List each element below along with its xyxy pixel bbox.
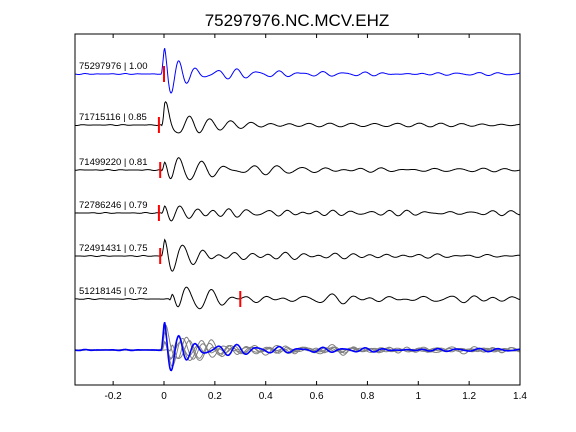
trace-line <box>75 238 520 272</box>
x-axis: -0.2 0 0.2 0.4 0.6 0.8 1 1.2 1.4 <box>105 34 527 402</box>
chart-title: 75297976.NC.MCV.EHZ <box>205 11 390 30</box>
trace-label: 75297976 | 1.00 <box>79 61 148 72</box>
trace-line <box>75 205 521 222</box>
trace: 71715116 | 0.85 <box>74 101 521 134</box>
x-tick-label: 1 <box>416 391 422 402</box>
x-tick-label: 0.6 <box>310 391 324 402</box>
stack-trace-line <box>74 324 520 359</box>
x-tick-label: 0 <box>161 391 167 402</box>
trace: 72786246 | 0.79 <box>75 200 521 222</box>
trace: 75297976 | 1.00 <box>74 48 521 94</box>
trace-label: 71499220 | 0.81 <box>79 157 148 168</box>
axes-frame <box>74 33 521 386</box>
x-tick-label: 0.8 <box>360 391 374 402</box>
trace-label: 72491431 | 0.75 <box>79 243 148 254</box>
stacked-traces <box>74 321 521 372</box>
x-tick-label: -0.2 <box>105 391 123 402</box>
trace-line <box>74 48 521 94</box>
x-tick-label: 1.4 <box>513 391 527 402</box>
x-tick-label: 0.4 <box>259 391 273 402</box>
trace: 72491431 | 0.75 <box>75 238 520 272</box>
traces: 75297976 | 1.00 71715116 | 0.85 71499220 |… <box>74 48 521 372</box>
trace: 51218145 | 0.72 <box>75 286 521 310</box>
x-tick-label: 0.2 <box>208 391 222 402</box>
trace-label: 72786246 | 0.79 <box>79 200 148 211</box>
trace-line <box>75 286 521 310</box>
x-tick-label: 1.2 <box>462 391 476 402</box>
trace-line <box>74 101 521 134</box>
trace: 71499220 | 0.81 <box>74 157 521 181</box>
stack-reference-line <box>74 321 521 372</box>
trace-line <box>74 157 521 181</box>
trace-label: 51218145 | 0.72 <box>79 286 148 297</box>
trace-label: 71715116 | 0.85 <box>79 112 147 123</box>
